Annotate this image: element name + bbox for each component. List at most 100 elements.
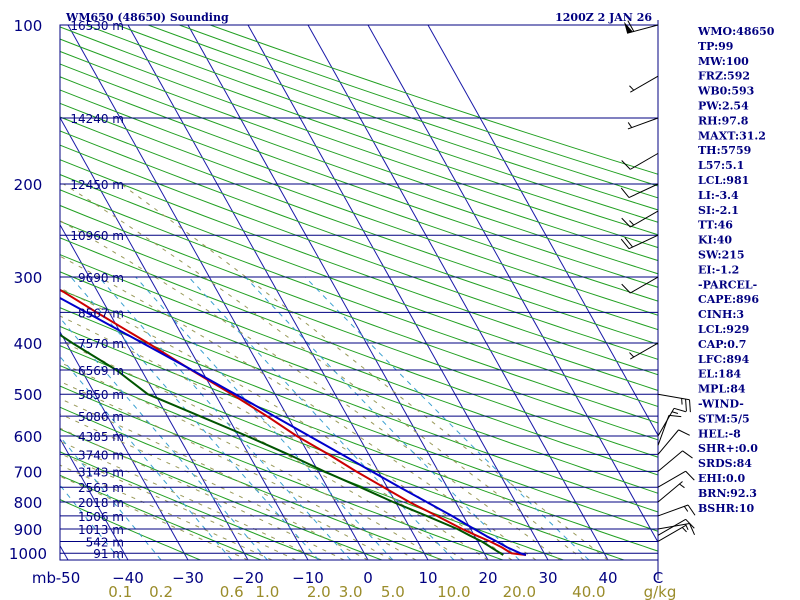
- index-label: PW:2.54: [698, 100, 749, 113]
- dry-adiabat-line: [60, 237, 658, 458]
- mixing-ratio-tick-label: 3.0: [339, 583, 363, 600]
- dry-adiabat-line: [60, 159, 658, 376]
- dry-adiabat-line: [60, 38, 658, 249]
- index-label: FRZ:592: [698, 70, 750, 83]
- mixing-ratio-tick-label: 40.0: [572, 583, 605, 600]
- dry-adiabat-line: [60, 116, 658, 331]
- wind-barb: [621, 152, 659, 170]
- moist-adiabat-line: [60, 340, 465, 560]
- height-tick-label: 2563 m: [78, 481, 124, 495]
- wind-barb: [621, 210, 659, 228]
- pressure-tick-label: 900: [14, 521, 43, 539]
- parcel-profile-line: [60, 296, 527, 556]
- indices-panel: WMO:48650 TP:99 MW:100 FRZ:592 WB0:593 PW:2.5…: [697, 25, 775, 515]
- index-label: TP:99: [698, 40, 733, 53]
- isotherm-line: [60, 223, 249, 560]
- index-label: EL:184: [698, 368, 741, 381]
- dry-adiabat-line: [60, 174, 658, 391]
- moist-adiabat-line: [60, 315, 489, 560]
- mixing-ratio-line: [60, 355, 233, 560]
- dry-adiabat-line: [60, 76, 658, 288]
- wind-barb: [620, 183, 659, 198]
- pressure-tick-label: 700: [14, 463, 43, 481]
- height-tick-label: 1506 m: [78, 510, 124, 524]
- index-label: -WIND-: [698, 398, 744, 411]
- index-label: SHR+:0.0: [698, 442, 758, 455]
- dry-adiabat-line: [60, 271, 658, 494]
- dry-adiabat-line: [60, 102, 658, 316]
- height-tick-label: 7570 m: [78, 337, 124, 351]
- height-tick-label: 8567 m: [78, 306, 124, 320]
- height-tick-label: 12450 m: [70, 178, 124, 192]
- moist-adiabat-line: [60, 413, 369, 560]
- wind-barb: [629, 75, 659, 93]
- index-label: SRDS:84: [698, 457, 752, 470]
- isotherm-line: [60, 330, 189, 560]
- isotherm-line: [427, 25, 658, 437]
- wind-barb: [657, 450, 693, 472]
- dry-adiabat-line: [60, 406, 443, 560]
- isotherm-line: [60, 437, 129, 560]
- height-tick-label: 2018 m: [78, 496, 124, 510]
- mixing-ratio-line: [70, 276, 320, 560]
- index-label: CAP:0.7: [698, 338, 746, 351]
- dry-adiabat-line: [60, 385, 504, 560]
- dry-adiabat-line: [60, 220, 658, 441]
- temperature-tick-label: −10: [292, 569, 324, 587]
- wind-barb: [657, 414, 682, 446]
- moist-adiabat-line: [60, 464, 273, 560]
- index-label: CINH:3: [698, 308, 744, 321]
- isotherm-line: [67, 25, 369, 560]
- index-label: SI:-2.1: [698, 204, 739, 217]
- index-label: LI:-3.4: [698, 189, 739, 202]
- station-title: WM650 (48650) Sounding: [65, 11, 229, 24]
- dry-adiabat-line: [60, 254, 658, 476]
- pressure-tick-label: 1000: [9, 545, 47, 563]
- index-label: LCL:929: [698, 323, 749, 336]
- height-tick-label: 1013 m: [78, 523, 124, 537]
- index-label: CAPE:896: [698, 293, 759, 306]
- moist-adiabat-line: [60, 475, 249, 560]
- temperature-tick-label: 40: [598, 569, 617, 587]
- height-tick-label: 4385 m: [78, 430, 124, 444]
- dry-adiabat-line: [60, 204, 658, 424]
- x-unit-label: mb: [32, 569, 56, 587]
- dewpoint-profile-line: [60, 333, 504, 556]
- wind-barb: [657, 525, 687, 542]
- temperature-tick-label: 20: [478, 569, 497, 587]
- mixing-ratio-tick-label: 5.0: [381, 583, 405, 600]
- index-label: L57:5.1: [698, 159, 744, 172]
- dry-adiabat-line: [60, 499, 201, 560]
- dry-adiabat-line: [60, 451, 322, 560]
- wind-barb: [657, 429, 690, 455]
- mixing-ratio-tick-label: 0.1: [108, 583, 132, 600]
- index-label: LCL:981: [698, 174, 749, 187]
- index-label: STM:5/5: [698, 412, 750, 425]
- isotherm-line: [127, 25, 429, 560]
- wind-barb: [620, 234, 659, 250]
- height-tick-label: 91 m: [93, 547, 124, 561]
- wind-barb: [629, 342, 659, 360]
- index-label: WB0:593: [697, 85, 754, 98]
- pressure-tick-label: 300: [14, 269, 43, 287]
- dry-adiabat-line: [60, 144, 658, 360]
- temperature-tick-label: −30: [172, 569, 204, 587]
- index-label: HEL:-8: [698, 427, 741, 440]
- pressure-tick-label: 100: [14, 17, 43, 35]
- wind-barb: [627, 117, 659, 130]
- pressure-tick-label: 600: [14, 428, 43, 446]
- index-label: KI:40: [698, 234, 732, 247]
- dry-adiabat-line: [60, 325, 658, 552]
- height-tick-label: 5850 m: [78, 388, 124, 402]
- isotherm-line: [247, 25, 549, 560]
- wind-barb: [623, 20, 659, 34]
- height-tick-label: 16530 m: [70, 19, 124, 33]
- pressure-tick-label: 800: [14, 494, 43, 512]
- moist-adiabat-line: [60, 427, 345, 560]
- index-label: MW:100: [698, 55, 749, 68]
- mixing-ratio-line: [304, 276, 590, 560]
- dry-adiabat-line: [60, 307, 658, 532]
- mixing-ratio-tick-label: 10.0: [437, 583, 470, 600]
- temperature-tick-label: -50: [56, 569, 81, 587]
